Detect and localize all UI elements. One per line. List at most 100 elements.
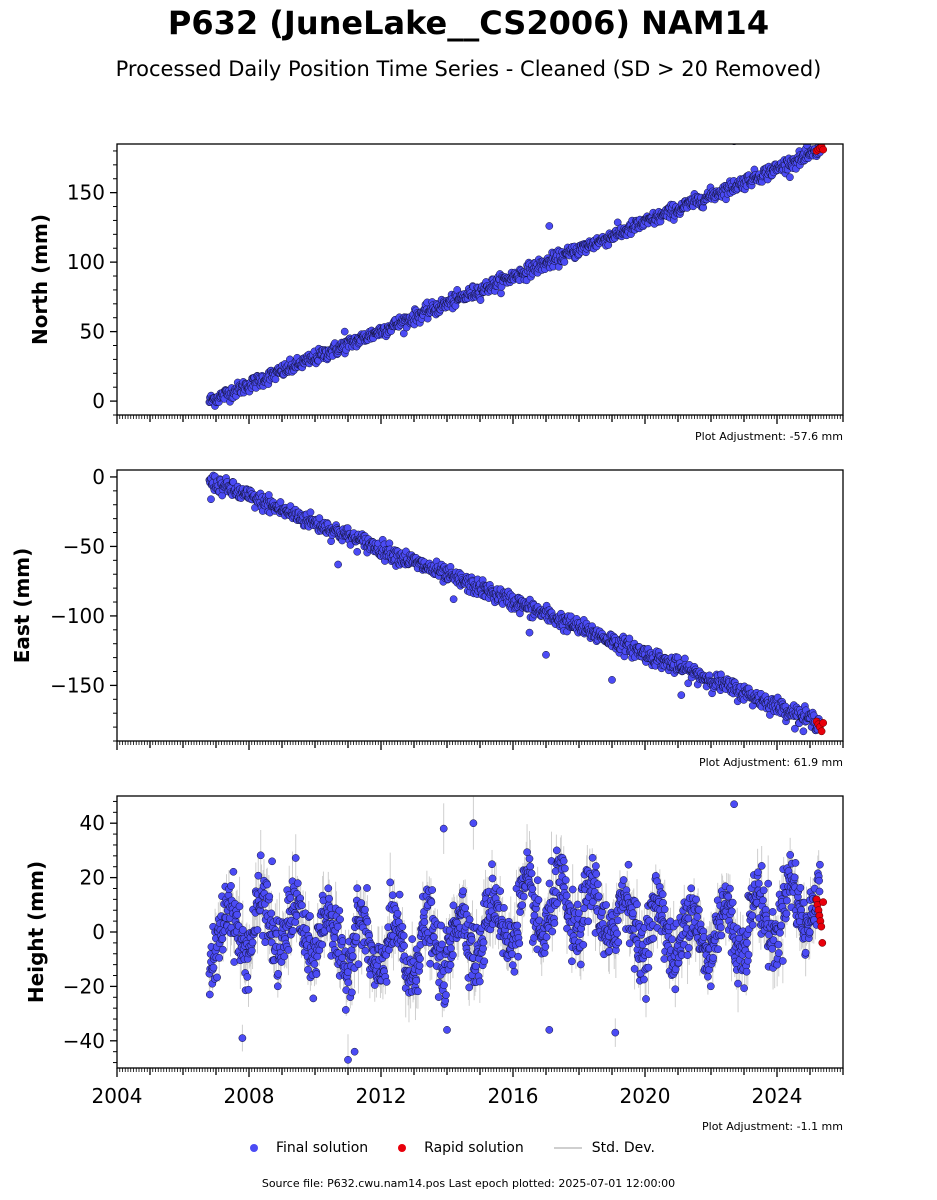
final-solution-point xyxy=(488,874,497,883)
final-solution-point xyxy=(213,973,221,982)
final-solution-point xyxy=(440,981,448,990)
final-solution-point xyxy=(510,967,519,976)
final-solution-point xyxy=(640,975,648,984)
data-layer xyxy=(205,144,828,410)
final-solution-point xyxy=(668,935,676,944)
final-solution-point xyxy=(748,911,757,920)
final-solution-point xyxy=(449,595,458,604)
final-solution-point xyxy=(215,954,224,962)
final-solution-point xyxy=(614,916,622,925)
final-solution-point xyxy=(427,898,436,907)
final-solution-point xyxy=(291,854,300,862)
final-solution-point xyxy=(361,905,369,914)
rapid-solution-point xyxy=(819,145,828,154)
final-solution-point xyxy=(263,880,272,889)
rapid-solution-point xyxy=(819,719,828,727)
final-solution-series xyxy=(205,800,824,1064)
final-solution-point xyxy=(363,917,372,926)
final-solution-point xyxy=(291,918,300,926)
final-solution-point xyxy=(361,946,370,955)
final-solution-point xyxy=(497,289,505,298)
final-solution-point xyxy=(459,887,467,895)
final-solution-point xyxy=(508,961,517,969)
final-solution-point xyxy=(354,960,363,969)
final-solution-point xyxy=(271,375,280,384)
final-solution-point xyxy=(479,938,488,947)
final-solution-point xyxy=(248,938,257,947)
final-solution-point xyxy=(415,961,424,970)
final-solution-point xyxy=(264,491,273,499)
final-solution-point xyxy=(799,727,808,736)
final-solution-point xyxy=(625,634,634,643)
final-solution-point xyxy=(338,937,347,946)
final-solution-point xyxy=(449,951,457,959)
final-solution-point xyxy=(393,909,402,918)
final-solution-point xyxy=(336,915,344,924)
final-solution-point xyxy=(325,894,333,903)
final-solution-point xyxy=(765,930,773,939)
final-solution-point xyxy=(298,901,306,910)
final-solution-point xyxy=(438,940,446,949)
final-solution-point xyxy=(408,935,417,943)
final-solution-point xyxy=(528,885,537,893)
final-solution-point xyxy=(416,954,424,963)
final-solution-point xyxy=(309,994,318,1003)
final-solution-point xyxy=(717,931,726,940)
final-solution-point xyxy=(693,913,702,921)
final-solution-point xyxy=(644,963,653,972)
final-solution-point xyxy=(525,854,534,863)
final-solution-point xyxy=(400,941,408,950)
final-solution-point xyxy=(306,912,314,920)
final-solution-point xyxy=(429,933,438,941)
final-solution-point xyxy=(261,938,270,947)
final-solution-point xyxy=(709,953,718,962)
final-solution-point xyxy=(412,976,421,985)
final-solution-point xyxy=(568,957,576,966)
final-solution-point xyxy=(480,957,489,966)
final-solution-point xyxy=(630,965,639,973)
page-title: P632 (JuneLake__CS2006) NAM14 xyxy=(167,4,770,42)
rapid-solution-point xyxy=(817,727,826,736)
final-solution-point xyxy=(302,925,311,933)
final-solution-point xyxy=(513,921,522,930)
final-solution-point xyxy=(467,935,476,944)
final-solution-point xyxy=(542,933,551,941)
plot-adjustment-note: Plot Adjustment: 61.9 mm xyxy=(699,756,843,769)
final-solution-point xyxy=(426,959,434,968)
final-solution-point xyxy=(253,926,262,934)
final-solution-point xyxy=(561,864,569,873)
final-solution-point xyxy=(334,560,342,569)
final-solution-point xyxy=(671,985,680,994)
final-solution-point xyxy=(594,880,602,889)
final-solution-point xyxy=(344,978,353,987)
final-solution-point xyxy=(382,978,391,986)
final-solution-point xyxy=(256,851,265,860)
final-solution-point xyxy=(576,960,585,969)
final-solution-point xyxy=(594,892,603,901)
final-solution-point xyxy=(515,939,524,948)
final-solution-point xyxy=(757,862,766,870)
final-solution-point xyxy=(574,909,583,917)
final-solution-point xyxy=(341,1006,350,1014)
final-solution-point xyxy=(306,508,315,517)
final-solution-point xyxy=(518,901,527,909)
plot-adjustment-note: Plot Adjustment: -57.6 mm xyxy=(695,430,843,443)
final-solution-point xyxy=(398,922,407,931)
final-solution-point xyxy=(699,933,708,941)
final-solution-point xyxy=(523,848,531,857)
final-solution-point xyxy=(340,327,349,336)
final-solution-point xyxy=(461,904,470,912)
final-solution-point xyxy=(769,936,778,944)
final-solution-point xyxy=(550,919,559,927)
final-solution-point xyxy=(588,853,597,862)
final-solution-point xyxy=(602,901,610,909)
final-solution-point xyxy=(227,882,235,890)
final-solution-point xyxy=(465,915,474,924)
final-solution-point xyxy=(247,946,256,955)
final-solution-point xyxy=(592,870,601,878)
final-solution-point xyxy=(488,860,496,869)
final-solution-point xyxy=(218,945,227,954)
y-tick-label: 50 xyxy=(80,320,105,344)
